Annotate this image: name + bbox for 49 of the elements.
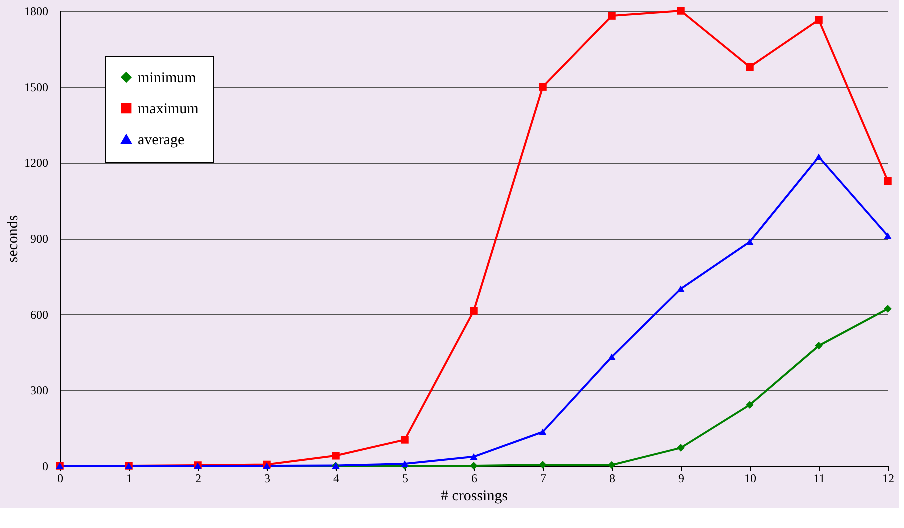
x-tick-label: 0 — [58, 472, 64, 486]
legend-label: minimum — [138, 70, 197, 86]
x-tick-label: 4 — [334, 472, 340, 486]
point — [746, 63, 754, 71]
x-tick-label: 11 — [814, 472, 826, 486]
point — [815, 16, 823, 24]
point — [539, 428, 547, 436]
y-tick-label: 900 — [30, 232, 48, 246]
point — [884, 177, 892, 185]
y-tick-label: 300 — [30, 384, 48, 398]
x-tick-label: 3 — [264, 472, 270, 486]
point — [677, 7, 685, 15]
x-axis-title: # crossings — [440, 488, 508, 504]
y-tick-label: 1800 — [24, 4, 48, 18]
legend-label: average — [138, 132, 185, 148]
point — [470, 454, 478, 460]
point — [608, 354, 616, 360]
point — [332, 452, 340, 460]
x-tick-label: 5 — [402, 472, 408, 486]
point — [401, 436, 409, 444]
x-tick-label: 12 — [882, 472, 894, 486]
point — [608, 12, 616, 20]
point — [470, 307, 478, 315]
point — [746, 238, 754, 246]
x-tick-label: 7 — [540, 472, 546, 486]
y-tick-label: 0 — [42, 460, 48, 474]
x-tick-label: 9 — [678, 472, 684, 486]
point — [401, 460, 409, 468]
point — [608, 461, 616, 470]
x-tick-label: 1 — [126, 472, 132, 486]
point — [677, 444, 685, 452]
point — [539, 83, 547, 91]
point — [470, 462, 478, 470]
point — [815, 342, 823, 350]
point — [815, 154, 823, 160]
point — [884, 305, 892, 313]
y-tick-label: 600 — [30, 308, 48, 322]
x-tick-label: 8 — [610, 472, 616, 486]
y-axis-title: seconds — [6, 215, 22, 263]
point — [677, 286, 685, 292]
x-tick-label: 2 — [196, 472, 202, 486]
y-tick-label: 1500 — [24, 80, 48, 94]
legend-label: maximum — [138, 102, 200, 118]
point — [539, 461, 547, 469]
point — [884, 232, 892, 240]
y-tick-label: 1200 — [24, 156, 48, 170]
point — [746, 401, 754, 409]
x-tick-label: 10 — [744, 472, 756, 486]
x-tick-label: 6 — [472, 472, 478, 486]
